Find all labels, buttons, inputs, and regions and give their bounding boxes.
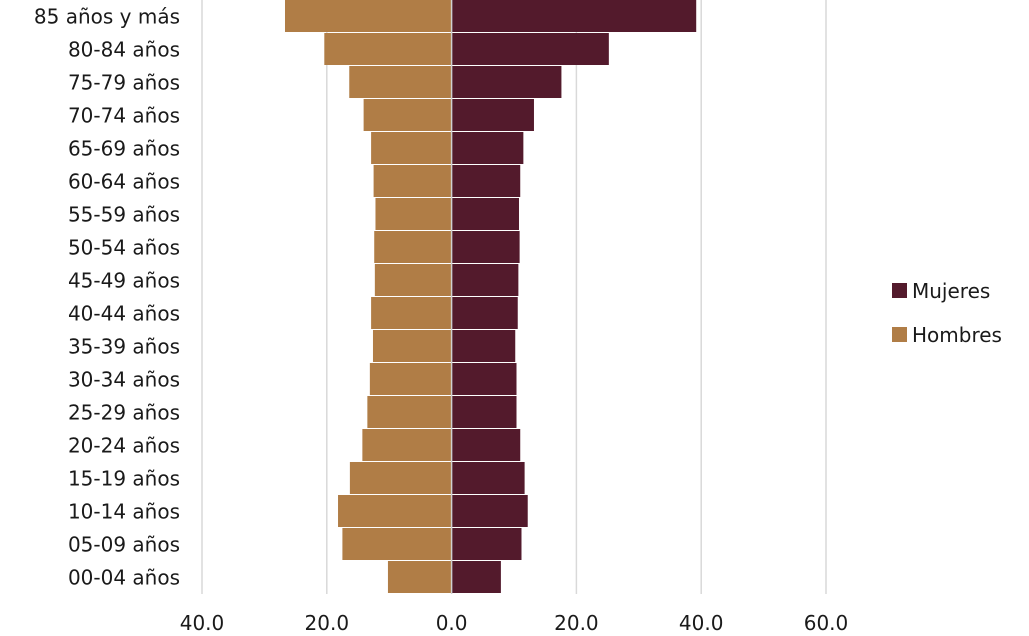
bar-hombres	[371, 297, 452, 329]
bar-hombres	[387, 561, 452, 593]
y-tick-label: 30-34 años	[68, 368, 180, 392]
bar-mujeres	[451, 429, 521, 461]
x-tick-label: 60.0	[804, 611, 849, 635]
y-axis-labels: 85 años y más 80-84 años 75-79 años 70-74 a…	[34, 5, 180, 590]
bar-mujeres	[451, 264, 519, 296]
legend-label-hombres: Hombres	[912, 323, 1002, 347]
y-tick-label: 15-19 años	[68, 467, 180, 491]
bar-hombres	[324, 33, 452, 65]
x-tick-label: 20.0	[305, 611, 350, 635]
bar-hombres	[363, 99, 452, 131]
y-tick-label: 20-24 años	[68, 434, 180, 458]
bar-hombres	[374, 264, 452, 296]
bar-mujeres	[451, 396, 517, 428]
bar-hombres	[372, 330, 452, 362]
x-tick-label: 20.0	[554, 611, 599, 635]
x-tick-label: 40.0	[180, 611, 225, 635]
x-tick-label: 40.0	[679, 611, 724, 635]
bar-hombres	[284, 0, 452, 32]
bar-hombres	[349, 66, 452, 98]
bar-hombres	[375, 198, 452, 230]
bar-hombres	[349, 462, 452, 494]
gridlines	[201, 0, 827, 594]
bar-mujeres	[451, 198, 519, 230]
bar-mujeres	[451, 330, 516, 362]
y-tick-label: 10-14 años	[68, 500, 180, 524]
bar-hombres	[338, 495, 452, 527]
bar-mujeres	[451, 495, 528, 527]
y-tick-label: 40-44 años	[68, 302, 180, 326]
bar-mujeres	[451, 0, 697, 32]
bar-mujeres	[451, 132, 524, 164]
y-tick-label: 25-29 años	[68, 401, 180, 425]
bar-hombres	[367, 396, 452, 428]
x-tick-label: 0.0	[436, 611, 468, 635]
legend: Mujeres Hombres	[892, 279, 1002, 347]
bar-hombres	[371, 132, 452, 164]
y-tick-label: 85 años y más	[34, 5, 180, 29]
legend-item-hombres[interactable]: Hombres	[892, 323, 1002, 347]
legend-label-mujeres: Mujeres	[912, 279, 990, 303]
bar-mujeres	[451, 33, 609, 65]
bar-mujeres	[451, 528, 522, 560]
y-tick-label: 80-84 años	[68, 38, 180, 62]
bar-hombres	[342, 528, 452, 560]
legend-swatch-mujeres	[892, 283, 907, 298]
bar-mujeres	[451, 165, 521, 197]
y-tick-label: 65-69 años	[68, 137, 180, 161]
bar-mujeres	[451, 561, 501, 593]
bar-hombres	[362, 429, 452, 461]
y-tick-label: 50-54 años	[68, 236, 180, 260]
y-tick-label: 35-39 años	[68, 335, 180, 359]
bar-mujeres	[451, 363, 517, 395]
y-tick-label: 05-09 años	[68, 533, 180, 557]
bar-hombres	[369, 363, 452, 395]
series-mujeres	[451, 0, 697, 593]
y-tick-label: 55-59 años	[68, 203, 180, 227]
series-hombres	[284, 0, 452, 593]
x-axis-labels: 40.0 20.0 0.0 20.0 40.0 60.0	[180, 611, 849, 635]
y-tick-label: 00-04 años	[68, 566, 180, 590]
legend-item-mujeres[interactable]: Mujeres	[892, 279, 990, 303]
bar-mujeres	[451, 231, 520, 263]
bar-mujeres	[451, 297, 518, 329]
bar-hombres	[374, 231, 452, 263]
legend-swatch-hombres	[892, 327, 907, 342]
y-tick-label: 70-74 años	[68, 104, 180, 128]
bar-mujeres	[451, 99, 534, 131]
y-tick-label: 75-79 años	[68, 71, 180, 95]
bar-mujeres	[451, 462, 525, 494]
y-tick-label: 60-64 años	[68, 170, 180, 194]
y-tick-label: 45-49 años	[68, 269, 180, 293]
bar-mujeres	[451, 66, 562, 98]
bar-hombres	[373, 165, 452, 197]
